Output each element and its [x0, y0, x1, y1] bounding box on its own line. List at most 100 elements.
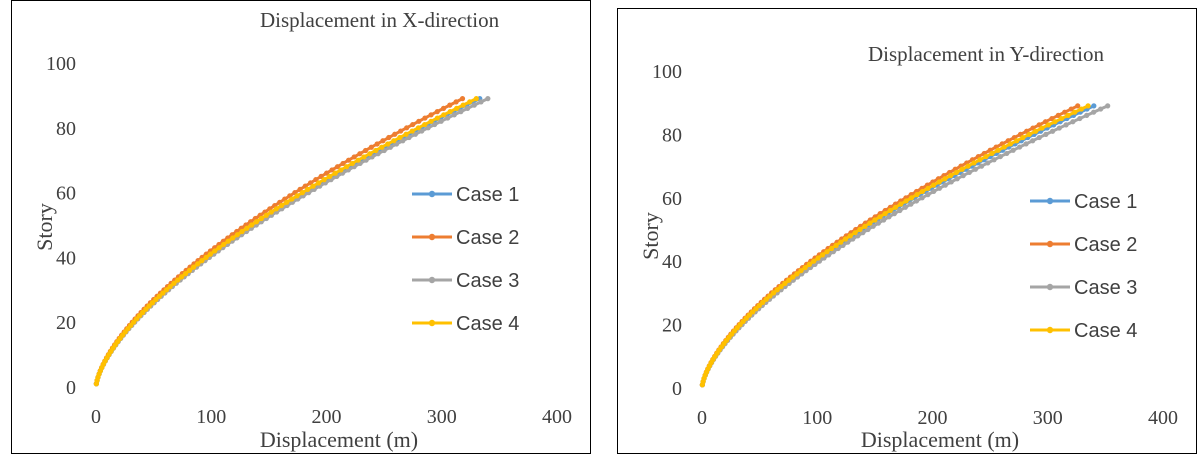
data-point: [842, 236, 849, 242]
data-point: [774, 287, 780, 293]
series-1: [93, 96, 483, 387]
data-point: [1039, 125, 1045, 131]
data-point: [1091, 103, 1097, 109]
data-point: [385, 141, 391, 147]
data-point: [1077, 115, 1083, 122]
data-point: [875, 220, 881, 226]
data-point: [367, 151, 373, 157]
data-point: [989, 150, 995, 157]
data-point: [263, 212, 269, 218]
data-point: [1052, 119, 1058, 125]
legend-label: Case 4: [1074, 320, 1137, 342]
data-point: [225, 238, 231, 244]
legend-marker: [428, 190, 436, 198]
data-point: [299, 190, 306, 196]
legend-label: Case 1: [1074, 191, 1137, 213]
data-point: [743, 315, 749, 321]
data-point: [790, 274, 796, 280]
data-point: [942, 176, 948, 182]
data-point: [167, 283, 173, 290]
data-point: [1017, 144, 1023, 150]
x-tick-label: 0: [91, 406, 101, 428]
data-point: [931, 188, 937, 195]
data-point: [406, 134, 412, 141]
data-point: [361, 154, 367, 160]
data-point: [753, 306, 759, 312]
data-point: [175, 277, 181, 283]
data-point: [234, 232, 240, 238]
data-point: [392, 131, 398, 137]
data-point: [422, 115, 428, 121]
data-point: [485, 96, 491, 102]
data-point: [239, 228, 245, 235]
data-point: [978, 163, 985, 169]
data-point: [763, 296, 769, 302]
legend-marker: [1046, 197, 1054, 205]
data-point: [409, 128, 415, 134]
data-point: [798, 268, 804, 274]
data-point: [397, 134, 403, 141]
data-point: [971, 160, 977, 166]
data-point: [887, 207, 893, 214]
legend-entry: Case 4: [412, 313, 519, 335]
data-point: [903, 198, 909, 204]
data-point: [972, 166, 979, 172]
data-point: [1010, 147, 1016, 153]
data-point: [146, 303, 152, 309]
data-point: [416, 118, 422, 124]
data-point: [1049, 128, 1056, 134]
data-point: [422, 121, 428, 128]
data-point: [454, 105, 460, 111]
data-point: [1033, 128, 1039, 134]
data-point: [936, 179, 942, 185]
data-point: [321, 177, 327, 183]
y-tick-label: 20: [56, 312, 76, 334]
data-point: [1062, 109, 1068, 115]
data-point: [327, 173, 333, 179]
data-point: [819, 252, 826, 258]
data-point: [966, 169, 972, 176]
legend-entry: Case 2: [1030, 234, 1137, 256]
data-point: [908, 201, 914, 207]
x-tick-label: 400: [542, 406, 572, 428]
data-point: [977, 157, 983, 163]
data-point: [983, 153, 989, 160]
data-point: [415, 125, 421, 131]
data-point: [881, 217, 887, 223]
data-point: [357, 151, 363, 157]
y-tick-label: 20: [662, 315, 682, 337]
chart-title: Displacement in Y-direction: [868, 42, 1104, 66]
data-point: [867, 220, 873, 226]
data-point: [852, 230, 858, 236]
data-point: [1036, 134, 1042, 141]
data-point: [886, 214, 892, 220]
data-point: [872, 217, 878, 223]
data-point: [1078, 106, 1084, 112]
data-point: [459, 96, 466, 102]
data-point: [1043, 131, 1049, 137]
data-point: [438, 118, 444, 124]
data-point: [289, 196, 295, 202]
data-point: [1020, 134, 1026, 141]
data-point: [782, 280, 788, 286]
data-point: [355, 157, 361, 163]
data-point: [1001, 144, 1007, 150]
chart-x-svg: Displacement in X-direction 0 20 40 60 80 100 0…: [32, 8, 572, 452]
data-point: [199, 258, 205, 264]
data-point: [908, 195, 915, 201]
data-point: [434, 115, 440, 121]
data-point: [380, 138, 386, 144]
data-point: [221, 241, 227, 248]
y-tick-label: 80: [662, 124, 682, 146]
data-point: [1030, 138, 1036, 144]
data-point: [412, 131, 418, 137]
x-axis-label: Displacement (m): [861, 427, 1019, 452]
data-point: [991, 157, 997, 163]
y-tick-label: 0: [672, 378, 682, 400]
data-point: [207, 251, 213, 257]
legend-marker: [428, 276, 436, 284]
data-point: [960, 173, 966, 179]
data-point: [140, 309, 146, 316]
legend-label: Case 3: [1074, 277, 1137, 299]
data-point: [178, 274, 185, 280]
